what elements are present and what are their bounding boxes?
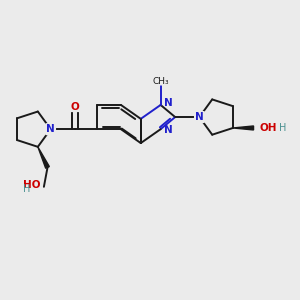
Text: N: N [164,98,173,108]
Text: OH: OH [259,123,277,133]
Text: N: N [195,112,204,122]
Text: CH₃: CH₃ [152,76,169,85]
Polygon shape [38,147,50,168]
Text: N: N [164,125,173,135]
Text: H: H [23,184,30,194]
Polygon shape [233,126,254,130]
Text: H: H [279,123,286,133]
Text: O: O [70,102,79,112]
Text: N: N [46,124,55,134]
Text: HO: HO [23,180,40,190]
